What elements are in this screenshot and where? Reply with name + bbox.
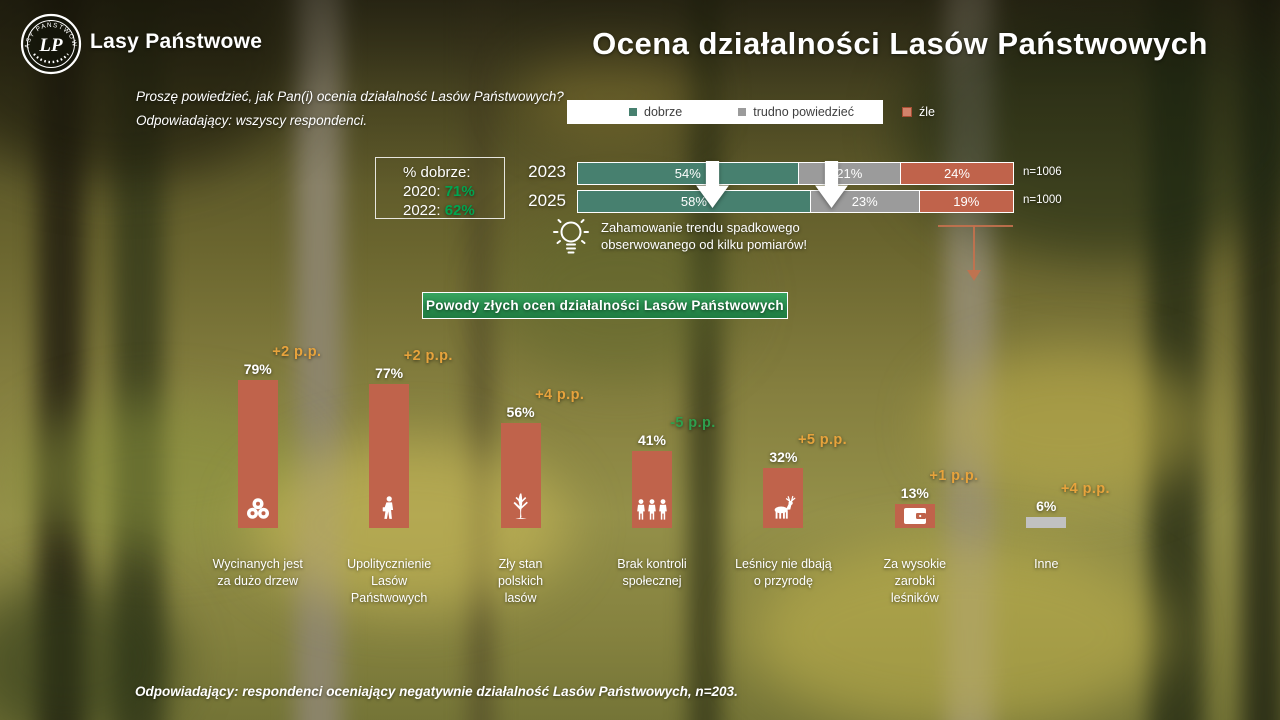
trend-year: 2020:: [403, 183, 441, 200]
value-label: 6%: [1036, 497, 1057, 514]
segment-good: 54%: [578, 163, 798, 184]
connector-line-horizontal: [938, 225, 1013, 227]
person-icon: [382, 496, 394, 519]
good-trend-box: % dobrze: 2020: 71% 2022: 62%: [375, 157, 505, 219]
sample-size-2023: n=1006: [1023, 166, 1062, 178]
sample-size-2025: n=1000: [1023, 194, 1062, 206]
reason-bar: [237, 380, 278, 528]
value-label: 77%: [375, 365, 404, 382]
change-label: +1 p.p.: [929, 467, 979, 484]
change-label: +5 p.p.: [797, 432, 848, 449]
trend-value: 71%: [444, 183, 475, 200]
trend-down-arrow-icon: [815, 161, 848, 208]
reason-bar: [763, 468, 804, 528]
reason-label: Upolitycznienie Lasów Państwowych: [347, 557, 432, 605]
reason-label: Inne: [1034, 557, 1059, 571]
note-line: Zahamowanie trendu spadkowego: [601, 220, 800, 235]
reasons-chart: +2 p.p. 79% +2 p.p. 77%: [192, 336, 1112, 528]
good-trend-title: % dobrze:: [403, 164, 471, 181]
reason-column: +2 p.p. 77%: [323, 336, 454, 528]
legend-label-good: dobrze: [644, 105, 683, 119]
group-icon: [637, 499, 667, 520]
reason-label: Leśnicy nie dbają o przyrodę: [735, 557, 832, 588]
change-label: -5 p.p.: [670, 415, 716, 432]
legend-item-good: dobrze: [629, 105, 682, 119]
page-title: Ocena działalności Lasów Państwowych: [592, 26, 1208, 61]
change-label: +2 p.p.: [272, 344, 322, 361]
good-trend-2022: 2022: 62%: [403, 201, 504, 220]
trend-year: 2022:: [403, 202, 441, 219]
stacked-bar-2025: 58% 23% 19%: [577, 190, 1014, 213]
change-label: +4 p.p.: [1060, 480, 1110, 497]
reason-label: Brak kontroli społecznej: [617, 557, 687, 588]
wallet-icon: [903, 508, 926, 524]
legend: dobrze trudno powiedzieć: [567, 100, 883, 124]
connector-line-vertical: [973, 226, 975, 271]
reason-label: Wycinanych jest za dużo drzew: [212, 557, 303, 588]
logs-icon: [246, 498, 269, 519]
value-label: 41%: [637, 432, 666, 449]
row-year-2025: 2025: [528, 191, 566, 210]
neutral-swatch: [738, 108, 747, 116]
row-year-2023: 2023: [528, 162, 566, 181]
reason-column: +4 p.p. 56%: [455, 336, 586, 528]
legend-item-bad: źle: [902, 100, 935, 124]
lasy-panstwowe-logo: LASY PAŃSTWOWE LP: [17, 8, 82, 80]
reason-bar: [894, 503, 935, 528]
legend-label-neutral: trudno powiedzieć: [753, 105, 854, 119]
reason-labels-row: Wycinanych jest za dużo drzew Upolityczn…: [192, 556, 1112, 607]
legend-item-neutral: trudno powiedzieć: [738, 105, 854, 119]
value-label: 13%: [900, 484, 929, 501]
lightbulb-icon: [553, 219, 589, 254]
good-trend-2020: 2020: 71%: [403, 182, 504, 201]
reason-column: -5 p.p. 41%: [586, 336, 717, 528]
segment-bad: 24%: [899, 163, 1013, 184]
change-label: +4 p.p.: [535, 387, 585, 404]
reason-column: +2 p.p. 79%: [192, 336, 323, 528]
value-label: 56%: [506, 404, 535, 421]
legend-label-bad: źle: [919, 105, 935, 119]
reason-label: Zły stan polskich lasów: [497, 557, 544, 605]
footnote: Odpowiadający: respondenci oceniający ne…: [135, 684, 738, 699]
svg-text:LP: LP: [38, 35, 63, 56]
reason-bar: [631, 451, 672, 528]
deer-icon: [775, 495, 796, 519]
reasons-banner: Powody złych ocen działalności Lasów Pań…: [422, 292, 788, 319]
trend-note: Zahamowanie trendu spadkowego obserwowan…: [601, 219, 807, 253]
segment-neutral: 21%: [797, 163, 900, 184]
reason-column: +5 p.p. 32%: [718, 336, 849, 528]
value-label: 32%: [769, 449, 798, 466]
reason-bar: [1026, 516, 1067, 528]
good-swatch: [629, 108, 637, 116]
segment-bad: 19%: [918, 191, 1013, 212]
connector-arrowhead-icon: [967, 270, 981, 281]
note-line: obserwowanego od kilku pomiarów!: [601, 237, 807, 252]
trend-value: 62%: [444, 202, 475, 219]
segment-good: 58%: [578, 191, 810, 212]
survey-question: Proszę powiedzieć, jak Pan(i) ocenia dzi…: [136, 85, 564, 133]
reason-column: +1 p.p. 13%: [849, 336, 980, 528]
reason-bar: [369, 384, 410, 528]
value-label: 79%: [243, 361, 272, 378]
change-label: +2 p.p.: [403, 348, 453, 365]
reason-column: +4 p.p. 6%: [981, 336, 1112, 528]
respondents-line: Odpowiadający: wszyscy respondenci.: [136, 113, 368, 128]
brand-name: Lasy Państwowe: [90, 30, 263, 53]
question-line: Proszę powiedzieć, jak Pan(i) ocenia dzi…: [136, 89, 564, 104]
stacked-bar-2023: 54% 21% 24%: [577, 162, 1014, 185]
dead-tree-icon: [513, 493, 528, 519]
reason-bar: [500, 423, 541, 528]
reason-label: Za wysokie zarobki leśników: [883, 557, 947, 605]
trend-down-arrow-icon: [696, 161, 729, 208]
logo-badge-icon: LASY PAŃSTWOWE LP: [17, 8, 82, 75]
bad-swatch: [902, 107, 912, 117]
